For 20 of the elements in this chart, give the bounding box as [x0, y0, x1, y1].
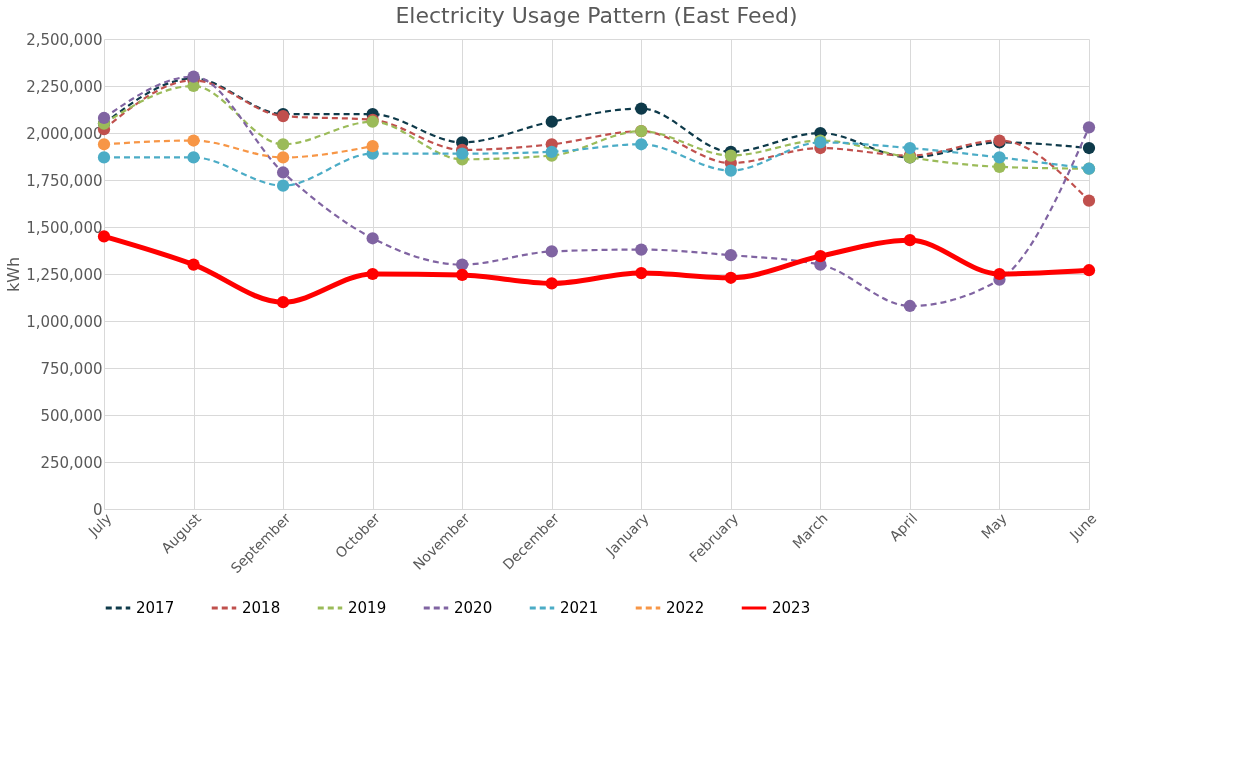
y-tick-label: 250,000	[40, 453, 103, 472]
legend-label: 2021	[560, 599, 599, 617]
chart-title: Electricity Usage Pattern (East Feed)	[395, 3, 798, 28]
legend-label: 2023	[772, 599, 811, 617]
y-tick-label: 500,000	[40, 406, 103, 425]
legend-label: 2022	[666, 599, 705, 617]
y-tick-label: 2,250,000	[26, 77, 103, 96]
legend-label: 2017	[136, 599, 175, 617]
y-tick-label: 1,000,000	[26, 312, 103, 331]
y-tick-label: 1,750,000	[26, 171, 103, 190]
legend-label: 2018	[242, 599, 281, 617]
y-tick-label: 2,500,000	[26, 30, 103, 49]
y-axis-title: kWh	[4, 256, 24, 293]
legend-label: 2019	[348, 599, 387, 617]
y-tick-label: 750,000	[40, 359, 103, 378]
y-tick-label: 2,000,000	[26, 124, 103, 143]
y-tick-label: 1,250,000	[26, 265, 103, 284]
y-tick-label: 0	[92, 500, 103, 519]
y-tick-label: 1,500,000	[26, 218, 103, 237]
legend-label: 2020	[454, 599, 493, 617]
